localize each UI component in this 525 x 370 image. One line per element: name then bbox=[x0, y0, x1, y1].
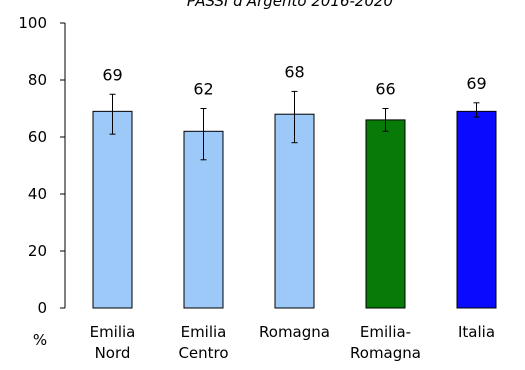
x-category-label: Italia bbox=[458, 323, 495, 341]
y-tick-label: 0 bbox=[37, 299, 47, 317]
y-tick-label: 100 bbox=[18, 14, 47, 32]
y-tick-label: 20 bbox=[28, 242, 47, 260]
y-axis-unit-label: % bbox=[33, 331, 47, 349]
y-tick-label: 60 bbox=[28, 128, 47, 146]
y-tick-label: 80 bbox=[28, 71, 47, 89]
x-category-label: Emilia- bbox=[360, 323, 411, 341]
data-label: 68 bbox=[284, 62, 304, 81]
x-category-label: Emilia bbox=[181, 323, 227, 341]
x-category-label: Romagna bbox=[350, 344, 421, 362]
x-category-label: Centro bbox=[178, 344, 228, 362]
x-axis-labels: Emilia Nord Emilia Centro Romagna Emilia- Roma… bbox=[90, 323, 495, 362]
x-category-label: Nord bbox=[95, 344, 131, 362]
bar bbox=[92, 110, 133, 309]
y-axis: 0 20 40 60 80 100 bbox=[18, 14, 66, 317]
x-category-label: Romagna bbox=[259, 323, 330, 341]
chart-title: PASSI d'Argento 2016-2020 bbox=[187, 0, 393, 10]
bar bbox=[274, 113, 315, 309]
data-label: 69 bbox=[102, 65, 122, 84]
bar bbox=[365, 119, 406, 309]
data-label: 69 bbox=[466, 74, 486, 93]
bars: 69 62 68 66 69 bbox=[92, 62, 497, 309]
data-label: 62 bbox=[193, 80, 213, 99]
bar bbox=[456, 110, 497, 309]
data-label: 66 bbox=[375, 80, 395, 99]
y-tick-label: 40 bbox=[28, 185, 47, 203]
x-category-label: Emilia bbox=[90, 323, 136, 341]
